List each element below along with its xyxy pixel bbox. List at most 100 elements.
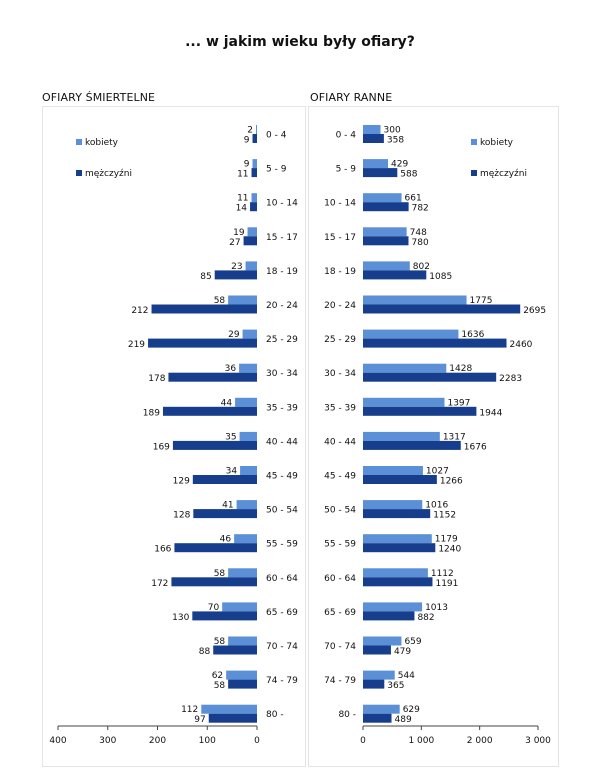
injuries-label-men: 782 xyxy=(412,204,429,214)
injuries-bar-men xyxy=(363,134,384,143)
injuries-label-women: 1636 xyxy=(461,330,484,340)
deaths-bar-women xyxy=(236,500,257,510)
deaths-category-label: 40 - 44 xyxy=(266,437,298,447)
injuries-bar-women xyxy=(363,704,400,714)
deaths-label-women: 36 xyxy=(225,364,237,374)
injuries-bar-women xyxy=(363,295,467,305)
deaths-bar-women xyxy=(240,466,257,475)
injuries-bar-men xyxy=(363,543,436,553)
deaths-x-tick-label: 100 xyxy=(199,736,216,746)
injuries-bar-men xyxy=(363,440,461,450)
injuries-category-label: 18 - 19 xyxy=(324,267,356,277)
injuries-chart-panel xyxy=(308,106,559,767)
deaths-category-label: 60 - 64 xyxy=(266,574,298,584)
injuries-category-label: 15 - 17 xyxy=(324,233,356,243)
injuries-x-tick-label: 1 000 xyxy=(408,736,434,746)
injuries-label-men: 882 xyxy=(417,613,434,623)
injuries-category-label: 10 - 14 xyxy=(324,199,356,209)
injuries-label-men: 1240 xyxy=(438,545,461,555)
injuries-bar-men xyxy=(363,679,385,689)
injuries-bar-women xyxy=(363,670,395,680)
deaths-category-label: 15 - 17 xyxy=(266,233,298,243)
injuries-label-women: 802 xyxy=(413,262,430,272)
injuries-label-women: 544 xyxy=(398,671,415,681)
injuries-label-women: 659 xyxy=(404,637,421,647)
injuries-category-label: 70 - 74 xyxy=(324,642,356,652)
injuries-legend-men-label: mężczyźni xyxy=(480,169,527,179)
deaths-bar-men xyxy=(228,679,257,689)
deaths-label-women: 41 xyxy=(222,501,233,511)
deaths-bar-women xyxy=(242,329,257,339)
deaths-label-women: 62 xyxy=(212,671,223,681)
deaths-bar-men xyxy=(193,509,257,519)
injuries-bar-women xyxy=(363,534,432,544)
deaths-x-tick-label: 0 xyxy=(254,736,260,746)
deaths-category-label: 18 - 19 xyxy=(266,267,298,277)
injuries-label-women: 1112 xyxy=(431,569,454,579)
injuries-label-women: 1027 xyxy=(426,467,449,477)
injuries-label-women: 661 xyxy=(405,194,422,204)
injuries-category-label: 5 - 9 xyxy=(336,165,357,175)
injuries-label-men: 1152 xyxy=(433,511,456,521)
deaths-bar-men xyxy=(171,577,257,587)
injuries-category-label: 50 - 54 xyxy=(324,506,356,516)
injuries-legend-women-swatch xyxy=(471,139,477,145)
deaths-bar-women xyxy=(239,431,257,441)
deaths-bar-men xyxy=(251,168,257,178)
injuries-label-women: 1179 xyxy=(435,535,458,545)
deaths-label-women: 35 xyxy=(225,432,236,442)
injuries-bar-women xyxy=(363,329,459,339)
deaths-category-label: 70 - 74 xyxy=(266,642,298,652)
injuries-bar-women xyxy=(363,431,440,441)
deaths-bar-men xyxy=(214,270,257,280)
deaths-bar-women xyxy=(251,193,257,203)
injuries-bar-women xyxy=(363,125,381,134)
injuries-bar-men xyxy=(363,372,497,382)
injuries-category-label: 30 - 34 xyxy=(324,369,356,379)
injuries-bar-men xyxy=(363,406,477,416)
injuries-bar-men xyxy=(363,509,431,519)
deaths-label-men: 11 xyxy=(237,170,248,180)
injuries-category-label: 60 - 64 xyxy=(324,574,356,584)
deaths-label-women: 23 xyxy=(231,262,242,272)
injuries-bar-men xyxy=(363,611,415,621)
deaths-legend-women-label: kobiety xyxy=(85,138,119,148)
injuries-label-men: 365 xyxy=(387,681,404,691)
deaths-category-label: 25 - 29 xyxy=(266,335,298,345)
deaths-label-women: 58 xyxy=(214,569,226,579)
deaths-label-women: 58 xyxy=(214,637,226,647)
injuries-bar-men xyxy=(363,236,409,246)
injuries-label-women: 1428 xyxy=(449,364,472,374)
injuries-category-label: 40 - 44 xyxy=(324,437,356,447)
deaths-x-tick-label: 200 xyxy=(149,736,166,746)
deaths-bar-men xyxy=(172,440,257,450)
deaths-label-women: 29 xyxy=(228,330,240,340)
injuries-label-men: 2460 xyxy=(510,340,533,350)
injuries-label-women: 1775 xyxy=(470,296,493,306)
deaths-category-label: 35 - 39 xyxy=(266,403,298,413)
injuries-bar-women xyxy=(363,193,402,203)
deaths-category-label: 45 - 49 xyxy=(266,472,298,482)
injuries-label-women: 429 xyxy=(391,160,408,170)
injuries-chart-title: OFIARY RANNE xyxy=(310,91,393,104)
deaths-label-men: 189 xyxy=(143,408,160,418)
deaths-bar-women xyxy=(239,363,257,373)
deaths-label-women: 19 xyxy=(233,228,245,238)
injuries-bar-women xyxy=(363,636,402,646)
injuries-label-men: 489 xyxy=(395,715,412,725)
injuries-label-men: 2695 xyxy=(523,306,546,316)
injuries-label-men: 780 xyxy=(412,238,429,248)
injuries-label-men: 1191 xyxy=(435,579,458,589)
deaths-label-women: 11 xyxy=(237,194,248,204)
deaths-label-men: 58 xyxy=(214,681,226,691)
deaths-bar-men xyxy=(243,236,257,246)
injuries-bar-women xyxy=(363,227,407,237)
deaths-label-men: 85 xyxy=(200,272,211,282)
injuries-bar-men xyxy=(363,270,427,280)
injuries-label-men: 1085 xyxy=(429,272,452,282)
deaths-label-women: 34 xyxy=(226,467,238,477)
injuries-bar-men xyxy=(363,645,391,655)
deaths-bar-men xyxy=(252,134,257,143)
injuries-bar-women xyxy=(363,602,423,612)
